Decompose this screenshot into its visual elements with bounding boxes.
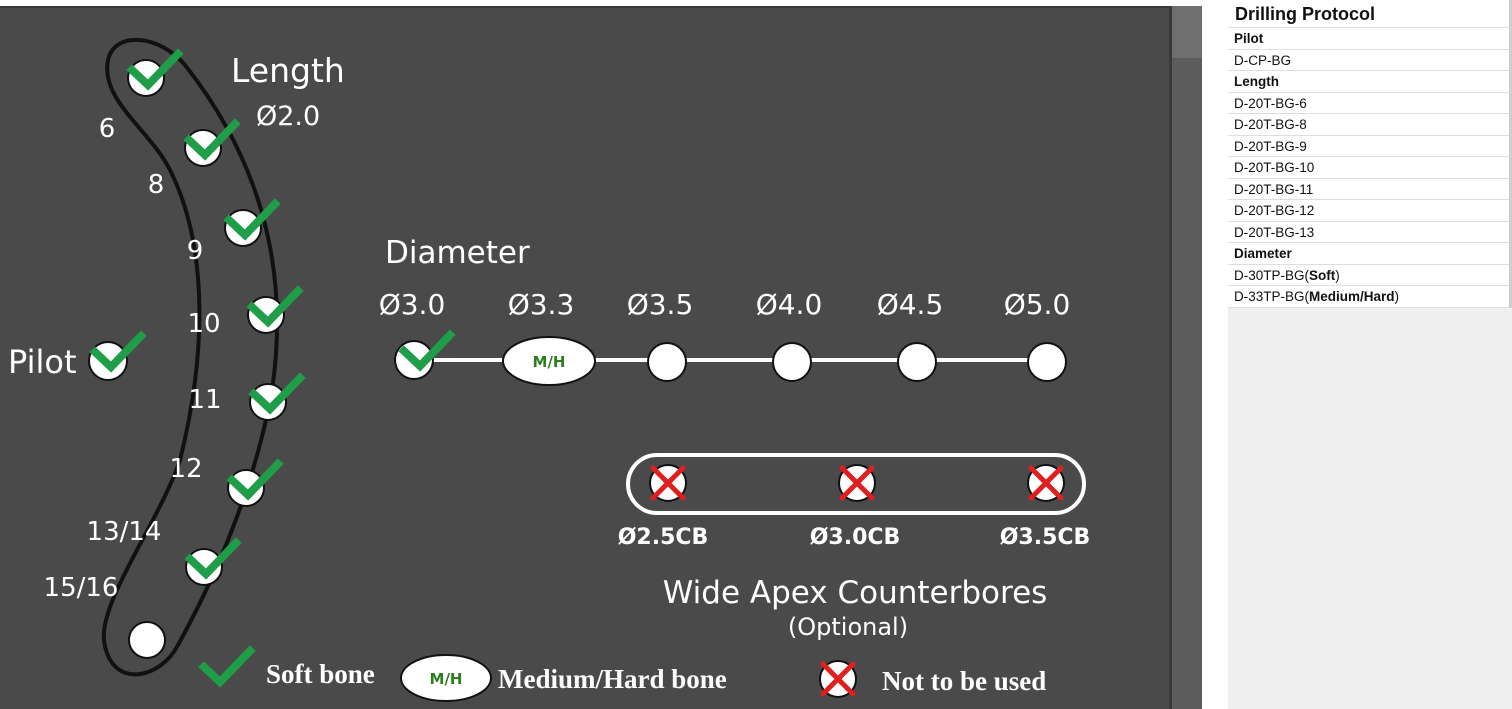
length-step: 12 (169, 454, 278, 507)
counterbore-label: Ø3.5CB (1000, 525, 1091, 550)
cell-bold: Soft (1309, 267, 1336, 283)
length-step-label: 15/16 (44, 573, 119, 603)
diameter-step: Ø5.0 (1004, 288, 1071, 382)
length-step-label: 8 (148, 170, 165, 200)
diameter-node (647, 342, 687, 382)
sheet-section-header[interactable]: Pilot (1228, 28, 1509, 50)
diameter-step: Ø3.5 (627, 288, 694, 382)
diameter-node (772, 342, 812, 382)
pilot-label: Pilot (8, 343, 77, 381)
length-subtitle: Ø2.0 (256, 101, 320, 132)
length-step-label: 6 (99, 114, 116, 144)
length-step: 8 (148, 124, 235, 200)
legend-check-icon (204, 651, 250, 682)
diameter-title: Diameter (385, 235, 530, 271)
diameter-step: Ø4.0 (756, 288, 823, 382)
sheet-grid: Drilling Protocol Pilot D-CP-BG Length D-20… (1228, 0, 1512, 308)
diameter-step-label: Ø5.0 (1004, 288, 1071, 321)
diameter-step-label: Ø3.3 (508, 288, 575, 321)
length-step: 10 (187, 291, 298, 339)
legend-mh-badge-text: M/H (430, 670, 463, 688)
sheet-cell[interactable]: D-20T-BG-9 (1228, 136, 1509, 157)
sheet-cell[interactable]: D-20T-BG-8 (1228, 114, 1509, 136)
length-step-label: 11 (188, 385, 221, 415)
length-step: 13/14 (87, 517, 236, 586)
diameter-node (1027, 342, 1067, 382)
legend-soft-label: Soft bone (266, 659, 375, 689)
scrollbar-thumb[interactable] (1172, 6, 1202, 58)
length-step: 6 (99, 54, 178, 144)
counterbore-item: Ø3.5CB (1000, 464, 1091, 550)
cell-prefix: D-33TP-BG( (1234, 289, 1310, 304)
cell-suffix: ) (1335, 267, 1340, 283)
sheet-cell[interactable]: D-20T-BG-11 (1228, 179, 1509, 200)
cell-prefix: D-30TP-BG( (1234, 267, 1310, 283)
diameter-step-label: Ø4.5 (877, 288, 944, 321)
sheet-cell[interactable]: D-33TP-BG(Medium/Hard) (1228, 286, 1509, 308)
length-node (128, 621, 166, 659)
legend-medium-hard-label: Medium/Hard bone (498, 664, 727, 694)
diameter-group: Ø3.0 Ø3.3 M/H Ø3.5 Ø4.0 Ø4.5 Ø5.0 (379, 288, 1071, 386)
length-step-label: 10 (187, 309, 220, 339)
length-step-label: 12 (169, 454, 202, 484)
cross-icon (650, 465, 686, 501)
counterbore-item: Ø2.5CB (618, 464, 709, 550)
mh-badge (502, 336, 596, 386)
length-step: 15/16 (44, 573, 166, 659)
cross-icon (1028, 465, 1064, 501)
drilling-diagram: 6 8 9 10 11 12 13/14 15/16 Length Ø2.0 Pilot Di… (8, 37, 1091, 702)
sheet-cell[interactable]: D-20T-BG-6 (1228, 93, 1509, 114)
diameter-step: Ø3.3 M/H (502, 288, 596, 386)
counterbore-title: Wide Apex Counterbores (663, 575, 1048, 611)
length-step-label: 13/14 (87, 517, 162, 547)
legend: Soft bone M/H Medium/Hard bone Not to be… (204, 651, 1046, 702)
sheet-cell[interactable]: D-20T-BG-10 (1228, 157, 1509, 179)
divider (1202, 0, 1228, 709)
counterbore-label: Ø3.0CB (810, 525, 901, 550)
pilot-node (88, 336, 141, 381)
counterbore-items: Ø2.5CB Ø3.0CB Ø3.5CB (618, 464, 1091, 550)
sheet-cell[interactable]: D-20T-BG-13 (1228, 222, 1509, 243)
cell-suffix: ) (1394, 289, 1400, 304)
sheet-cell[interactable]: D-CP-BG (1228, 50, 1509, 71)
diameter-step-label: Ø3.5 (627, 288, 694, 321)
length-step-label: 9 (187, 236, 204, 266)
sheet-section-header[interactable]: Length (1228, 71, 1509, 93)
legend-not-used-label: Not to be used (882, 666, 1046, 696)
diameter-node (897, 342, 937, 382)
sheet-cell[interactable]: D-20T-BG-12 (1228, 200, 1509, 222)
legend-cross-icon (820, 661, 856, 697)
cross-icon (839, 465, 875, 501)
diameter-step: Ø3.0 (379, 288, 450, 380)
diameter-step-label: Ø4.0 (756, 288, 823, 321)
length-title: Length (231, 51, 345, 90)
counterbore-label: Ø2.5CB (618, 525, 709, 550)
length-step: 9 (187, 204, 275, 266)
length-step: 11 (188, 378, 300, 421)
length-track (101, 37, 280, 677)
sheet-cell[interactable]: D-30TP-BG(Soft) (1228, 265, 1509, 286)
drilling-protocol-sheet: Drilling Protocol Pilot D-CP-BG Length D-20… (1228, 0, 1512, 709)
vertical-scrollbar[interactable] (1172, 6, 1202, 709)
diameter-step: Ø4.5 (877, 288, 944, 382)
counterbore-item: Ø3.0CB (810, 464, 901, 550)
sheet-section-header[interactable]: Diameter (1228, 243, 1509, 265)
diameter-step-label: Ø3.0 (379, 288, 446, 321)
sheet-title[interactable]: Drilling Protocol (1228, 0, 1509, 28)
counterbore-subtitle: (Optional) (788, 613, 908, 641)
length-group: 6 8 9 10 11 12 13/14 15/16 (44, 54, 300, 659)
cell-bold: Medium/Hard (1309, 289, 1395, 304)
legend-mh-badge (400, 654, 492, 702)
mh-badge-text: M/H (533, 353, 566, 371)
